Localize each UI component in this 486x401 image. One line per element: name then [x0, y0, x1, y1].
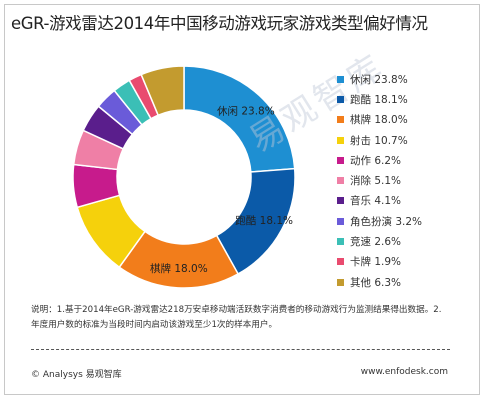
- legend-swatch: [337, 136, 344, 144]
- legend-label: 棋牌 18.0%: [350, 114, 408, 127]
- legend-swatch: [337, 75, 344, 83]
- legend-swatch: [337, 197, 344, 205]
- legend-item: 卡牌 1.9%: [337, 252, 482, 272]
- slice-label-3: 棋牌 18.0%: [150, 262, 208, 275]
- footer-divider: [31, 349, 450, 350]
- footer-copyright: © Analysys 易观智库: [31, 370, 122, 380]
- slice-1: [183, 65, 296, 173]
- legend-label: 其他 6.3%: [350, 276, 402, 289]
- legend-item: 消除 5.1%: [337, 170, 482, 190]
- legend-swatch: [337, 177, 344, 185]
- legend-swatch: [337, 95, 344, 103]
- legend-swatch: [337, 278, 344, 286]
- legend-item: 其他 6.3%: [337, 272, 482, 292]
- legend-label: 消除 5.1%: [350, 175, 402, 188]
- legend-label: 竞速 2.6%: [350, 236, 402, 249]
- legend-swatch: [337, 258, 344, 266]
- footer-website: www.enfodesk.com: [360, 367, 448, 377]
- legend-label: 卡牌 1.9%: [350, 256, 402, 269]
- legend-label: 跑酷 18.1%: [350, 93, 408, 106]
- legend-item: 跑酷 18.1%: [337, 89, 482, 109]
- legend-label: 动作 6.2%: [350, 154, 402, 167]
- legend-item: 动作 6.2%: [337, 150, 482, 170]
- legend-label: 角色扮演 3.2%: [350, 215, 423, 228]
- chart-title: eGR-游戏雷达2014年中国移动游戏玩家游戏类型偏好情况: [11, 14, 428, 33]
- legend-swatch: [337, 217, 344, 225]
- legend-label: 休闲 23.8%: [350, 73, 408, 86]
- legend-swatch: [337, 116, 344, 124]
- legend-item: 竞速 2.6%: [337, 231, 482, 251]
- slice-11: [140, 65, 185, 117]
- legend-swatch: [337, 238, 344, 246]
- legend-item: 棋牌 18.0%: [337, 110, 482, 130]
- legend-label: 音乐 4.1%: [350, 195, 402, 208]
- legend-item: 角色扮演 3.2%: [337, 211, 482, 231]
- slice-label-1: 休闲 23.8%: [217, 104, 275, 117]
- legend-item: 音乐 4.1%: [337, 191, 482, 211]
- legend-label: 射击 10.7%: [350, 134, 408, 147]
- legend-swatch: [337, 156, 344, 164]
- slice-label-2: 跑酷 18.1%: [235, 214, 293, 227]
- chart-legend: 休闲 23.8% 跑酷 18.1% 棋牌 18.0% 射击 10.7% 动作 6.2% 消…: [337, 69, 482, 292]
- legend-item: 射击 10.7%: [337, 130, 482, 150]
- chart-note: 说明：1.基于2014年eGR-游戏雷达218万安卓移动端活跃数字消费者的移动游…: [31, 305, 442, 330]
- legend-item: 休闲 23.8%: [337, 69, 482, 89]
